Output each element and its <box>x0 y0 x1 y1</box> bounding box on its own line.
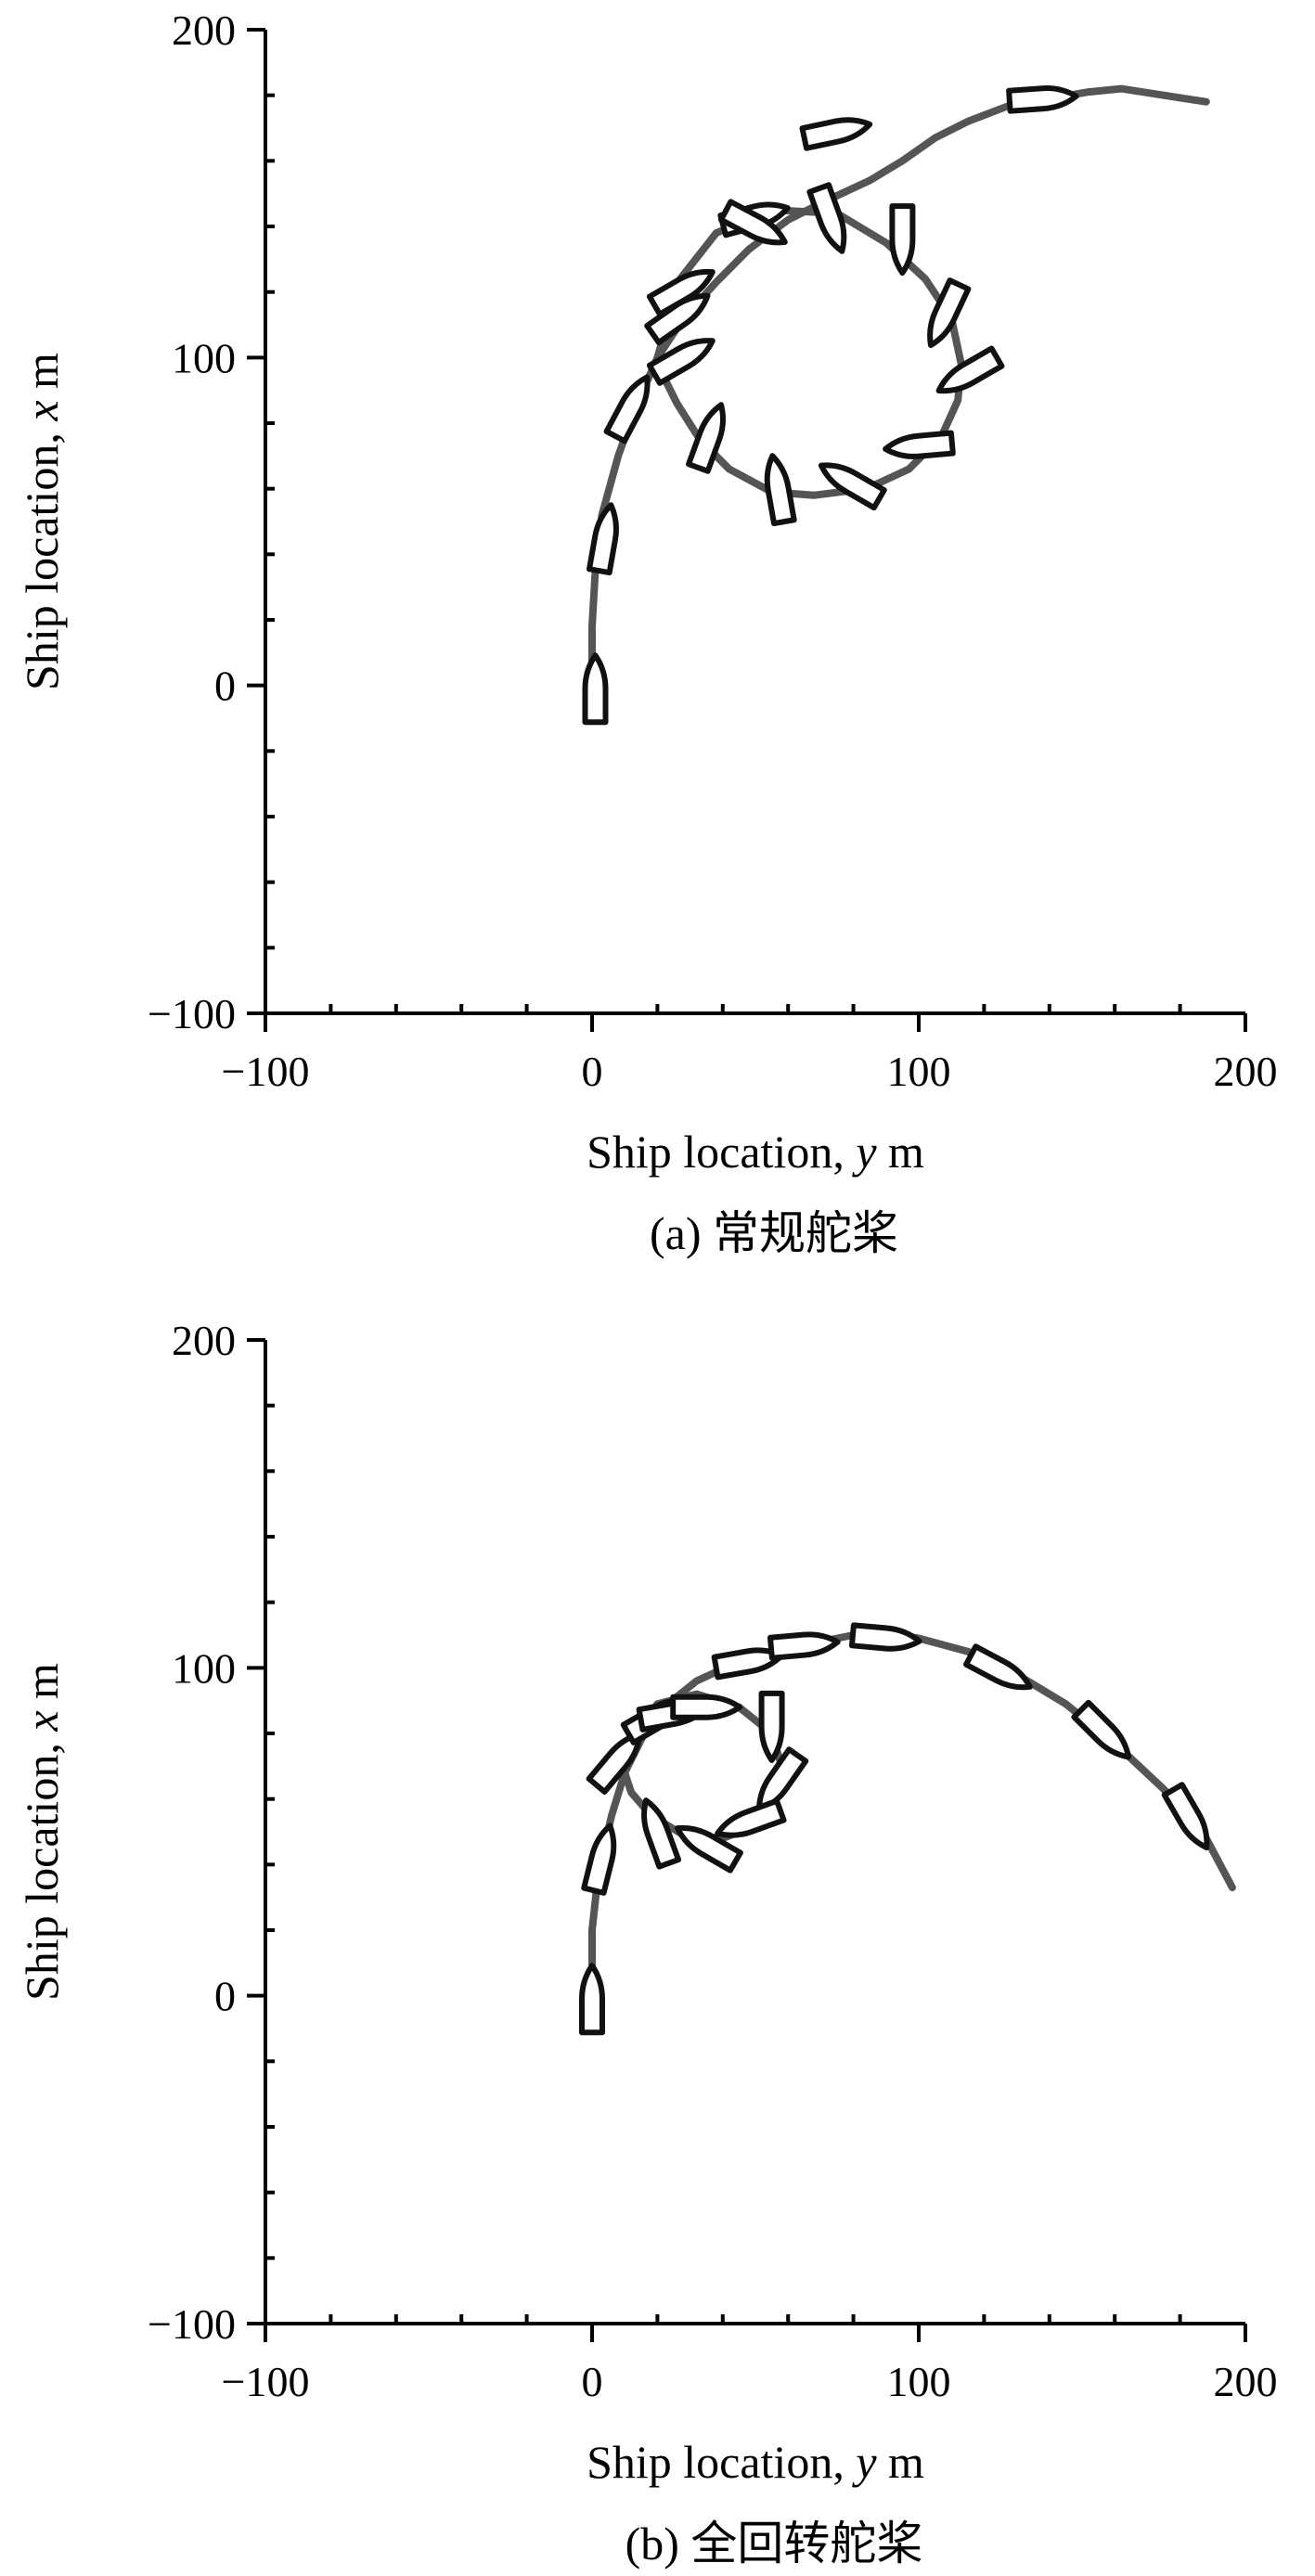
x-tick-label: 200 <box>1214 2358 1278 2405</box>
y-axis-label: Ship location, x m <box>16 353 68 690</box>
x-tick-label: 100 <box>887 1048 951 1095</box>
ship-outline-marker <box>806 182 847 254</box>
x-axis-label: Ship location, y m <box>587 2436 924 2488</box>
ship-outline-marker <box>818 462 887 511</box>
ship-outline-marker <box>579 1963 605 2036</box>
ship-outline-marker <box>646 268 716 317</box>
ship-outline-marker <box>883 430 956 459</box>
y-tick-label: 0 <box>214 663 236 710</box>
x-tick-label: 200 <box>1214 1048 1278 1095</box>
x-tick-label: 0 <box>582 1048 603 1095</box>
ship-outline-marker <box>889 203 916 277</box>
panel-caption: (b) 全回转舵桨 <box>625 2518 923 2570</box>
ship-outline-marker <box>670 1694 743 1720</box>
ship-outline-marker <box>581 1823 617 1896</box>
x-tick-label: 100 <box>887 2358 951 2405</box>
y-tick-label: 100 <box>172 1644 236 1692</box>
y-axis-label: Ship location, x m <box>16 1663 68 2001</box>
ship-outline-marker <box>1161 1782 1210 1851</box>
series-trajectory <box>588 1628 1236 2000</box>
ship-outline-marker <box>686 402 726 474</box>
ship-outline-marker <box>586 1731 643 1795</box>
x-axis-label: Ship location, y m <box>587 1126 924 1178</box>
ship-outline-marker <box>935 345 1005 394</box>
series-trajectory <box>588 84 1210 689</box>
ship-outline-marker <box>718 199 788 246</box>
ship-outline-marker <box>646 338 716 386</box>
chart-panel-b: −100 0 100 200 −100 0 100 200 Ship location, y m… <box>16 1317 1278 2570</box>
ship-outline-marker <box>927 277 972 349</box>
chart-panel-a: −100 0 100 200 −100 0 100 200 Ship location, y m… <box>16 6 1278 1259</box>
ship-outline-marker <box>1006 85 1079 114</box>
ship-outline-marker <box>1071 1699 1132 1760</box>
y-tick-label: −100 <box>148 2300 236 2348</box>
ship-outline-marker <box>711 1647 785 1681</box>
ship-outline-marker <box>799 117 873 151</box>
x-tick-label: −100 <box>222 1048 310 1095</box>
panel-caption: (a) 常规舵桨 <box>650 1207 898 1259</box>
ship-outline-marker <box>582 652 609 726</box>
ship-outline-marker <box>963 1643 1033 1691</box>
y-tick-label: 200 <box>172 1317 236 1364</box>
ship-outline-marker <box>715 1797 787 1838</box>
y-tick-label: 200 <box>172 6 236 54</box>
ship-outline-marker <box>587 502 619 576</box>
ship-outline-marker <box>758 1690 785 1763</box>
x-tick-label: 0 <box>582 2358 603 2405</box>
ship-outline-marker <box>603 374 651 444</box>
ship-outline-marker <box>767 1631 841 1661</box>
x-tick-label: −100 <box>222 2358 310 2405</box>
y-tick-label: −100 <box>148 990 236 1037</box>
y-tick-label: 100 <box>172 334 236 381</box>
ship-outline-marker <box>641 1797 682 1870</box>
ship-outline-marker <box>675 1824 743 1874</box>
y-tick-label: 0 <box>214 1973 236 2020</box>
ship-outline-marker <box>764 453 797 527</box>
ship-outline-marker <box>848 1622 922 1652</box>
